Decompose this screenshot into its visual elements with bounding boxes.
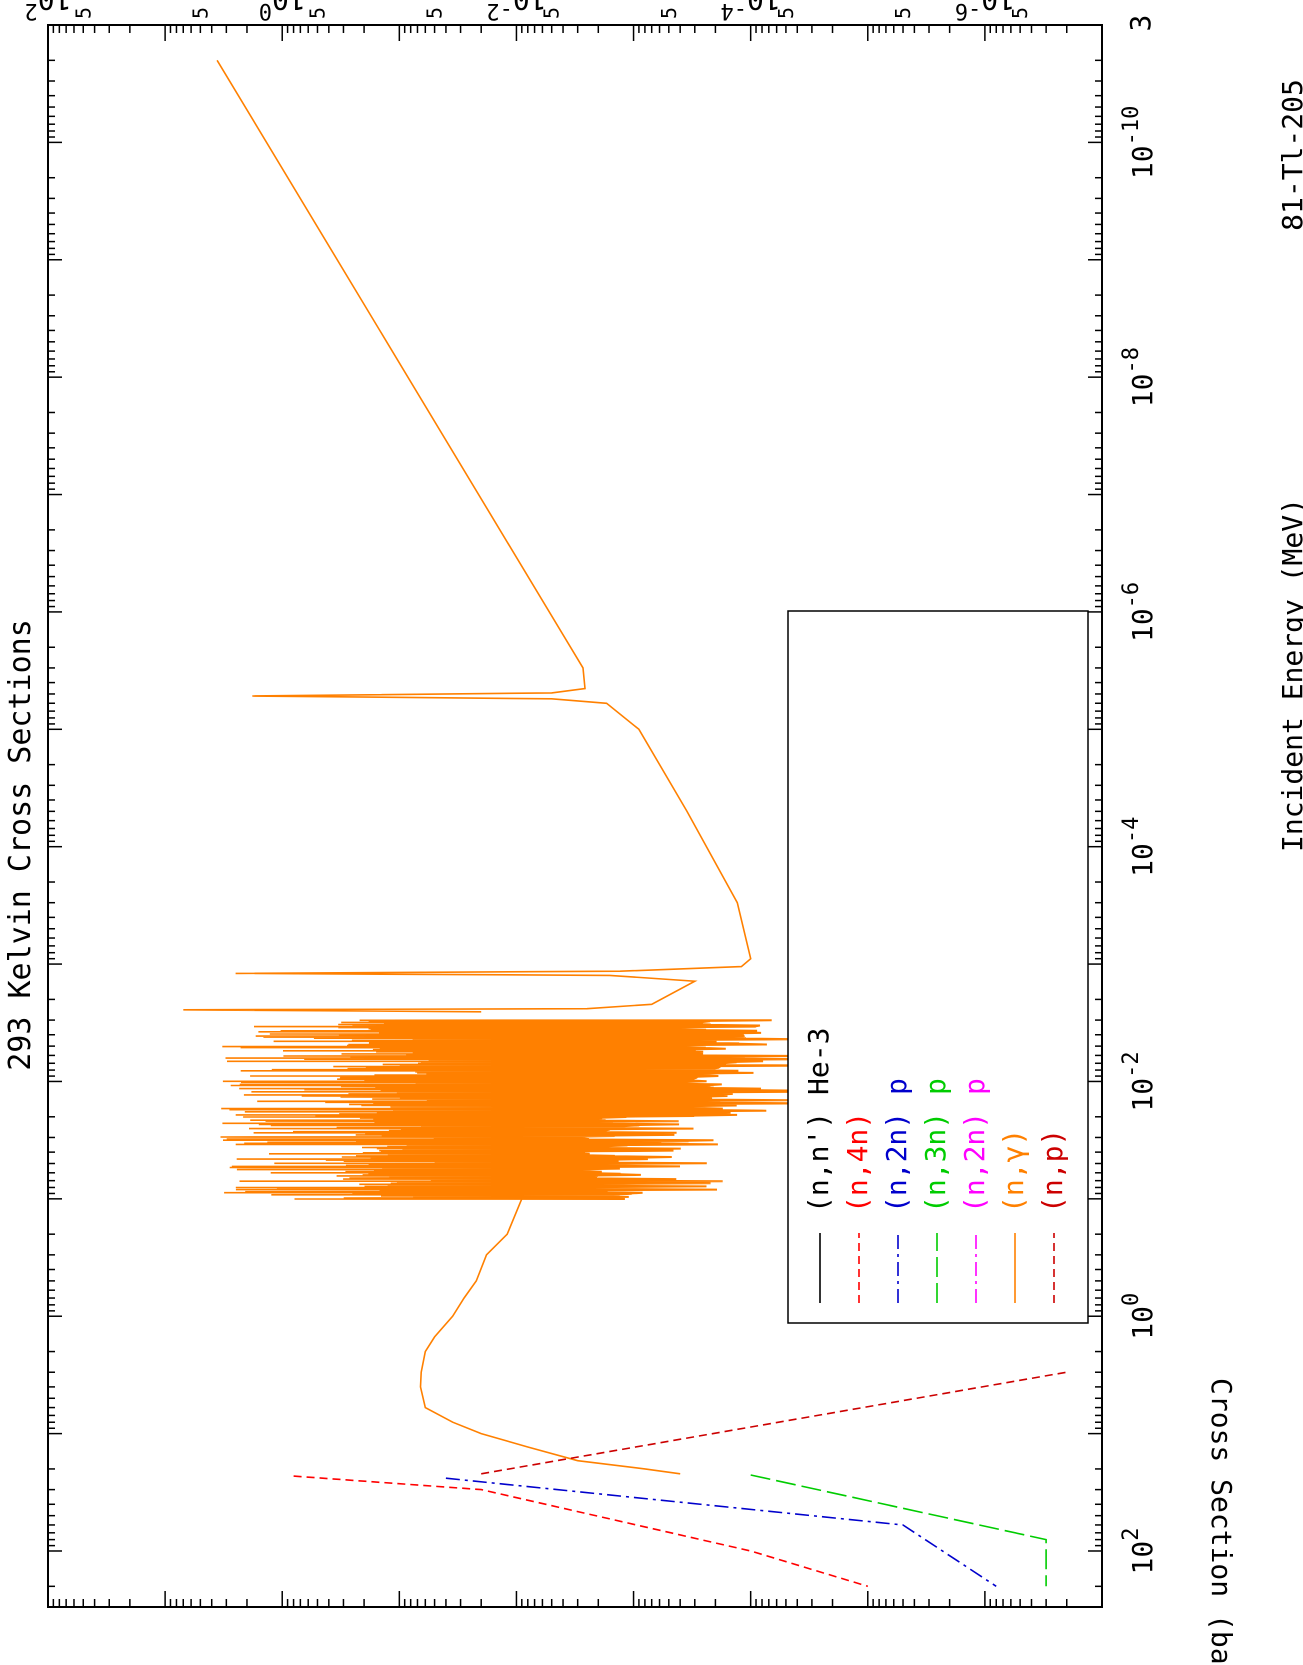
y-minor-label: 5 <box>657 7 681 19</box>
y-minor-label: 5 <box>540 7 564 19</box>
x-tick-label: 100 <box>1119 1293 1159 1340</box>
isotope-label: 81-Tl-205 <box>1276 79 1303 231</box>
legend: (n,n') He-3 (n,4n) (n,2n) p (n,3n) p (n,2n) … <box>787 610 1089 1324</box>
y-tick-label: 100 <box>259 0 306 23</box>
legend-label: (n,2n) p <box>880 1078 913 1213</box>
x-tick-label: 10-10 <box>1119 106 1159 179</box>
series-n-gamma-tail <box>419 1198 681 1475</box>
legend-label: (n,γ) <box>997 1129 1030 1213</box>
x-axis-label: Incident Energy (MeV) <box>1276 498 1303 852</box>
series-n-p <box>481 1371 1067 1475</box>
x-tick-label: 10-6 <box>1119 582 1159 642</box>
chart-title: 293 Kelvin Cross Sections <box>3 619 38 1071</box>
x-tick-label: 10-2 <box>1119 1051 1159 1111</box>
legend-label: (n,4n) <box>841 1112 874 1213</box>
y-axis-label: Cross Section (barns) <box>1205 1378 1238 1665</box>
x-tick-label-extra: 3 <box>1124 15 1157 32</box>
curves-layer <box>183 59 1067 1588</box>
y-minor-label: 5 <box>891 7 915 19</box>
y-tick-label: 10-4 <box>721 0 781 23</box>
x-tick-label: 102 <box>1119 1528 1159 1575</box>
y-minor-label: 5 <box>423 7 447 19</box>
axes-layer: 10-1010-810-610-410-21001023555555555102… <box>25 0 1159 1608</box>
legend-label: (n,3n) p <box>919 1078 952 1213</box>
x-tick-label: 10-8 <box>1119 347 1159 407</box>
y-minor-label: 5 <box>305 7 329 19</box>
legend-box <box>787 610 1089 1324</box>
y-minor-label: 5 <box>71 7 95 19</box>
series-n-3n-p <box>750 1474 1047 1587</box>
labels-layer: 293 Kelvin Cross Sections Incident Energ… <box>3 79 1303 1071</box>
legend-label: (n,2n) p <box>958 1078 991 1213</box>
plot-frame <box>47 24 1103 1608</box>
y-tick-label: 10-2 <box>486 0 546 23</box>
series-n-gamma-resonances <box>220 1019 832 1201</box>
series-n-2n-p <box>445 1477 997 1587</box>
series-n-4n <box>293 1475 869 1588</box>
legend-label: (n,n') He-3 <box>802 1028 835 1213</box>
y-minor-label: 5 <box>188 7 212 19</box>
legend-label: (n,p) <box>1036 1129 1069 1213</box>
y-minor-label: 5 <box>774 7 798 19</box>
y-tick-label: 10-6 <box>955 0 1015 23</box>
series-n-gamma-low <box>183 59 752 1013</box>
x-tick-label: 10-4 <box>1119 817 1159 877</box>
y-tick-label: 102 <box>25 0 72 23</box>
y-minor-label: 5 <box>1008 7 1032 19</box>
